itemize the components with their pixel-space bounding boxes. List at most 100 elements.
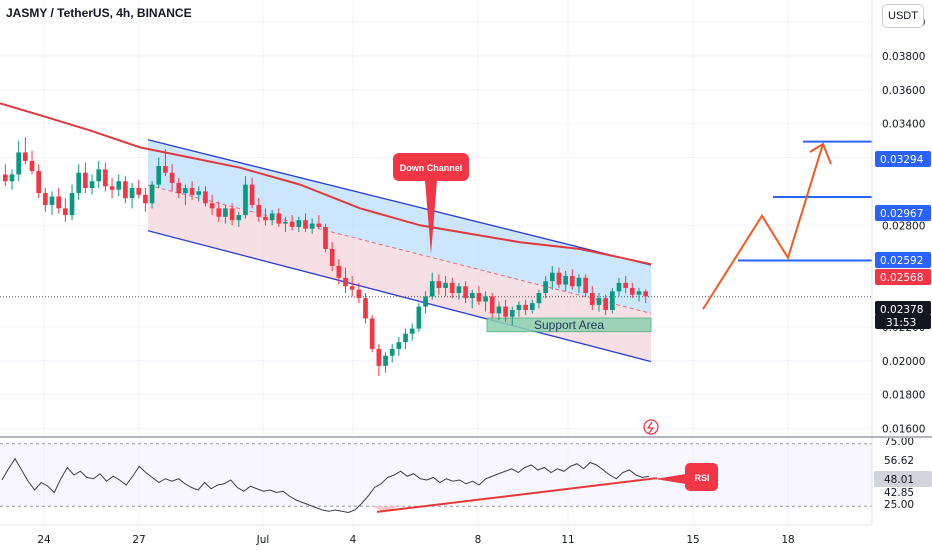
candle-body (563, 276, 568, 285)
candle (516, 301, 522, 317)
candle (636, 287, 642, 302)
candle-body (269, 213, 275, 221)
candle-body (263, 216, 268, 221)
channel-lower-fill (148, 185, 651, 362)
candle-body (69, 193, 75, 216)
candle-body (176, 182, 182, 194)
candle (409, 323, 415, 341)
candle-body (29, 160, 35, 172)
price-tick-label: 0.03800 (882, 51, 925, 63)
candle (496, 301, 502, 321)
rsi-callout-box (685, 463, 718, 491)
candle-body (249, 184, 255, 205)
candle-body (23, 152, 28, 161)
currency-button[interactable]: USDT (882, 4, 924, 28)
candle (229, 203, 235, 226)
candle-body (629, 287, 635, 295)
candle (383, 352, 388, 373)
candle (63, 198, 68, 222)
candle (536, 289, 542, 309)
candle-body (229, 208, 235, 221)
time-tick-label: 11 (561, 534, 574, 546)
candle (356, 282, 362, 304)
candle-body (603, 298, 608, 310)
candle (476, 286, 482, 305)
time-tick-label: 18 (781, 534, 794, 546)
candle-body (63, 208, 68, 216)
candle (249, 177, 255, 209)
moving-average (0, 102, 652, 266)
time-tick-label: 8 (475, 534, 482, 546)
candle (223, 204, 228, 224)
candle (629, 282, 635, 299)
candle (416, 303, 422, 332)
candle-body (469, 293, 475, 299)
price-tick-label: 0.03400 (882, 119, 925, 131)
candle (163, 149, 168, 177)
candle-body (149, 184, 155, 204)
candle-body (289, 221, 295, 227)
candle (616, 277, 622, 297)
candle (89, 174, 95, 195)
candlesticks[interactable] (3, 137, 648, 377)
candle (143, 188, 148, 212)
price-tick-label: 0.02000 (882, 356, 925, 368)
candle (423, 291, 428, 314)
candle (449, 277, 455, 299)
candle (169, 164, 175, 192)
countdown-label: 31:53 (886, 317, 916, 329)
candle-body (449, 282, 455, 294)
candle (609, 287, 615, 314)
rsi-band (0, 443, 872, 507)
candle (256, 198, 262, 222)
candle (269, 210, 275, 226)
candle-body (476, 293, 482, 302)
candle (583, 274, 588, 297)
price-tick-label: 0.01800 (882, 390, 925, 402)
candle-body (83, 172, 88, 189)
time-tick-label: Jul (256, 534, 270, 546)
candle (503, 299, 508, 322)
candle (529, 299, 535, 314)
candle-body (509, 309, 515, 317)
candle-body (136, 188, 142, 195)
candle-body (576, 277, 582, 287)
candle (403, 328, 408, 349)
candle-body (589, 293, 595, 305)
candle (556, 267, 562, 288)
candle-body (243, 184, 248, 216)
price-badge (875, 269, 931, 285)
candle (563, 271, 568, 292)
candle-body (609, 291, 615, 310)
rsi-trendline (376, 477, 658, 513)
candle (509, 306, 515, 326)
price-badge-label: 0.02592 (880, 255, 923, 267)
candle-body (436, 281, 442, 288)
candle-body (329, 248, 335, 266)
candle-body (123, 181, 128, 199)
candle (209, 194, 215, 216)
channel-lower-line (147, 230, 652, 363)
candle-body (209, 203, 215, 209)
rsi-value-badge (874, 471, 932, 487)
candle (36, 164, 42, 199)
candle (343, 267, 348, 294)
price-badge-label: 0.03294 (880, 154, 924, 166)
price-badge-label: 0.02378 (880, 304, 923, 316)
candle-body (516, 304, 522, 310)
candle (376, 343, 382, 377)
candle (129, 182, 135, 209)
target-levels (0, 140, 872, 298)
candle-body (489, 296, 495, 314)
down-channel-callout: Down Channel (393, 153, 469, 254)
time-axis[interactable]: 24 27 Jul 4 8 11 15 18 (37, 534, 794, 546)
candle-body (503, 306, 508, 317)
time-tick-label: 24 (37, 534, 51, 546)
candle (29, 150, 35, 175)
candle-body (616, 282, 622, 292)
candle (369, 315, 375, 353)
candle-body (276, 213, 282, 224)
candle (43, 188, 48, 212)
